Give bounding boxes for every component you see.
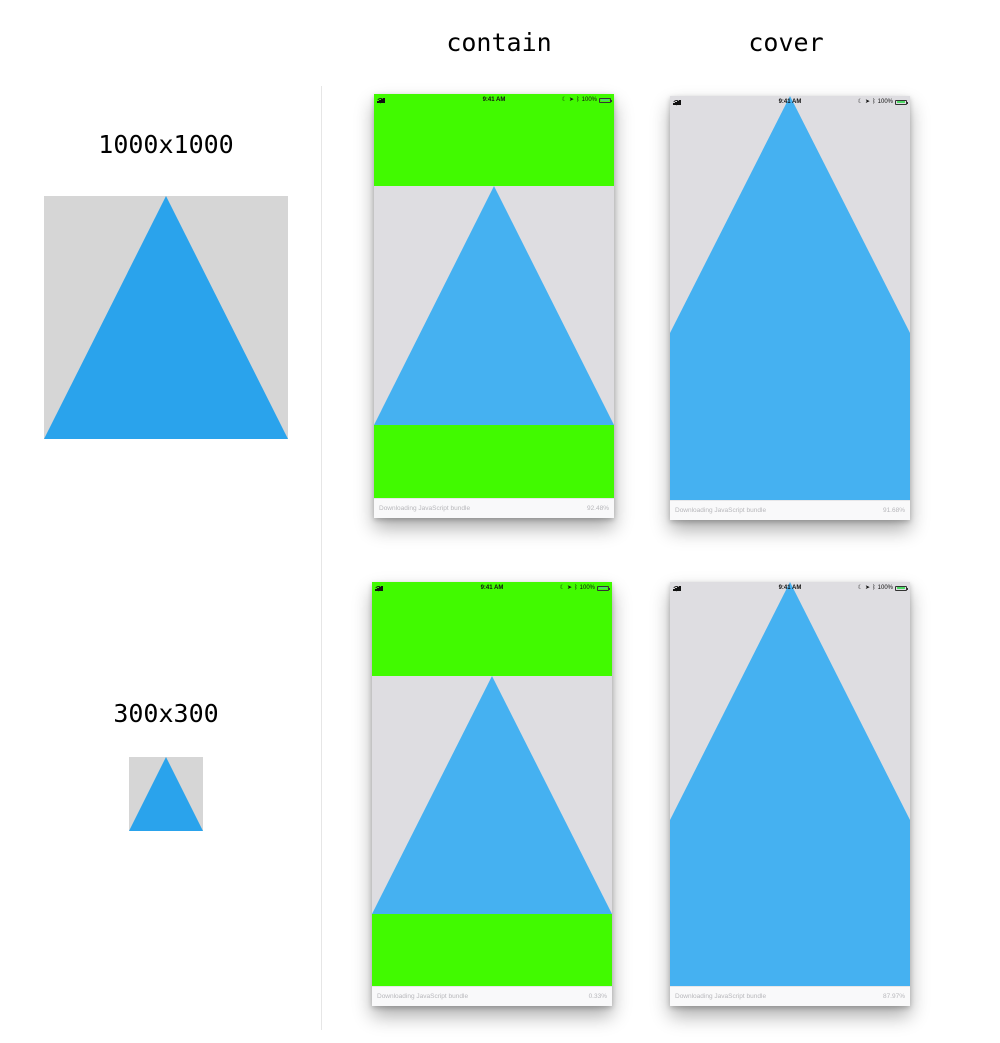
- loading-percent: 0.33%: [588, 993, 607, 1000]
- phone-screen: 9:41 AM ☾ ➤ ᛒ 100%: [670, 582, 910, 986]
- status-time: 9:41 AM: [480, 585, 504, 591]
- letterbox-band-top: [374, 94, 614, 186]
- moon-icon: ☾: [561, 97, 567, 103]
- battery-icon: [597, 585, 610, 591]
- battery-percent: 100%: [581, 97, 597, 103]
- triangle-shape: [129, 757, 203, 831]
- sample-image-300: [129, 757, 203, 831]
- phone-screen: 9:41 AM ☾ ➤ ᛒ 100%: [670, 96, 910, 500]
- letterbox-band-bottom: [374, 425, 614, 498]
- loading-text: Downloading JavaScript bundle: [675, 993, 767, 1000]
- triangle-shape: [670, 96, 910, 500]
- location-icon: ➤: [569, 97, 575, 103]
- phone-1000-contain: 9:41 AM ☾ ➤ ᛒ 100% Downloading JavaScrip…: [374, 94, 614, 518]
- battery-icon: [599, 97, 612, 103]
- sample-image-1000: [44, 196, 288, 439]
- bluetooth-icon: ᛒ: [872, 585, 876, 591]
- moon-icon: ☾: [559, 585, 565, 591]
- status-time: 9:41 AM: [778, 99, 802, 105]
- wifi-icon: [673, 585, 680, 592]
- column-divider: [321, 86, 322, 1030]
- moon-icon: ☾: [857, 99, 863, 105]
- row-heading-1000: 1000x1000: [98, 130, 234, 159]
- location-icon: ➤: [865, 99, 871, 105]
- status-bar: 9:41 AM ☾ ➤ ᛒ 100%: [670, 96, 910, 108]
- loading-percent: 92.48%: [586, 505, 609, 512]
- phone-1000-cover: 9:41 AM ☾ ➤ ᛒ 100% Downloading JavaScrip…: [670, 96, 910, 520]
- phone-screen: 9:41 AM ☾ ➤ ᛒ 100%: [372, 582, 612, 986]
- loading-percent: 87.97%: [882, 993, 905, 1000]
- status-time: 9:41 AM: [482, 97, 506, 103]
- bluetooth-icon: ᛒ: [576, 97, 580, 103]
- battery-percent: 100%: [877, 585, 893, 591]
- loading-bar: Downloading JavaScript bundle 87.97%: [670, 986, 910, 1006]
- loading-bar: Downloading JavaScript bundle 0.33%: [372, 986, 612, 1006]
- column-heading-cover: cover: [748, 28, 824, 57]
- wifi-icon: [375, 585, 382, 592]
- loading-percent: 91.68%: [882, 507, 905, 514]
- moon-icon: ☾: [857, 585, 863, 591]
- phone-300-contain: 9:41 AM ☾ ➤ ᛒ 100% Downloading JavaScrip…: [372, 582, 612, 1006]
- wifi-icon: [377, 97, 384, 104]
- triangle-shape: [670, 582, 910, 986]
- battery-percent: 100%: [877, 99, 893, 105]
- loading-text: Downloading JavaScript bundle: [379, 505, 471, 512]
- bluetooth-icon: ᛒ: [872, 99, 876, 105]
- loading-text: Downloading JavaScript bundle: [675, 507, 767, 514]
- triangle-shape: [372, 676, 612, 914]
- status-time: 9:41 AM: [778, 585, 802, 591]
- bluetooth-icon: ᛒ: [574, 585, 578, 591]
- battery-icon: [895, 99, 908, 105]
- wifi-icon: [673, 99, 680, 106]
- location-icon: ➤: [865, 585, 871, 591]
- letterbox-band-bottom: [372, 914, 612, 986]
- letterbox-band-top: [372, 582, 612, 676]
- status-bar: 9:41 AM ☾ ➤ ᛒ 100%: [374, 94, 614, 106]
- loading-bar: Downloading JavaScript bundle 92.48%: [374, 498, 614, 518]
- triangle-shape: [44, 196, 288, 439]
- loading-text: Downloading JavaScript bundle: [377, 993, 469, 1000]
- location-icon: ➤: [567, 585, 573, 591]
- row-heading-300: 300x300: [113, 699, 219, 728]
- battery-icon: [895, 585, 908, 591]
- battery-percent: 100%: [579, 585, 595, 591]
- status-bar: 9:41 AM ☾ ➤ ᛒ 100%: [670, 582, 910, 594]
- loading-bar: Downloading JavaScript bundle 91.68%: [670, 500, 910, 520]
- phone-300-cover: 9:41 AM ☾ ➤ ᛒ 100% Downloading JavaScrip…: [670, 582, 910, 1006]
- column-heading-contain: contain: [446, 28, 552, 57]
- status-bar: 9:41 AM ☾ ➤ ᛒ 100%: [372, 582, 612, 594]
- triangle-shape: [374, 186, 614, 425]
- phone-screen: 9:41 AM ☾ ➤ ᛒ 100%: [374, 94, 614, 498]
